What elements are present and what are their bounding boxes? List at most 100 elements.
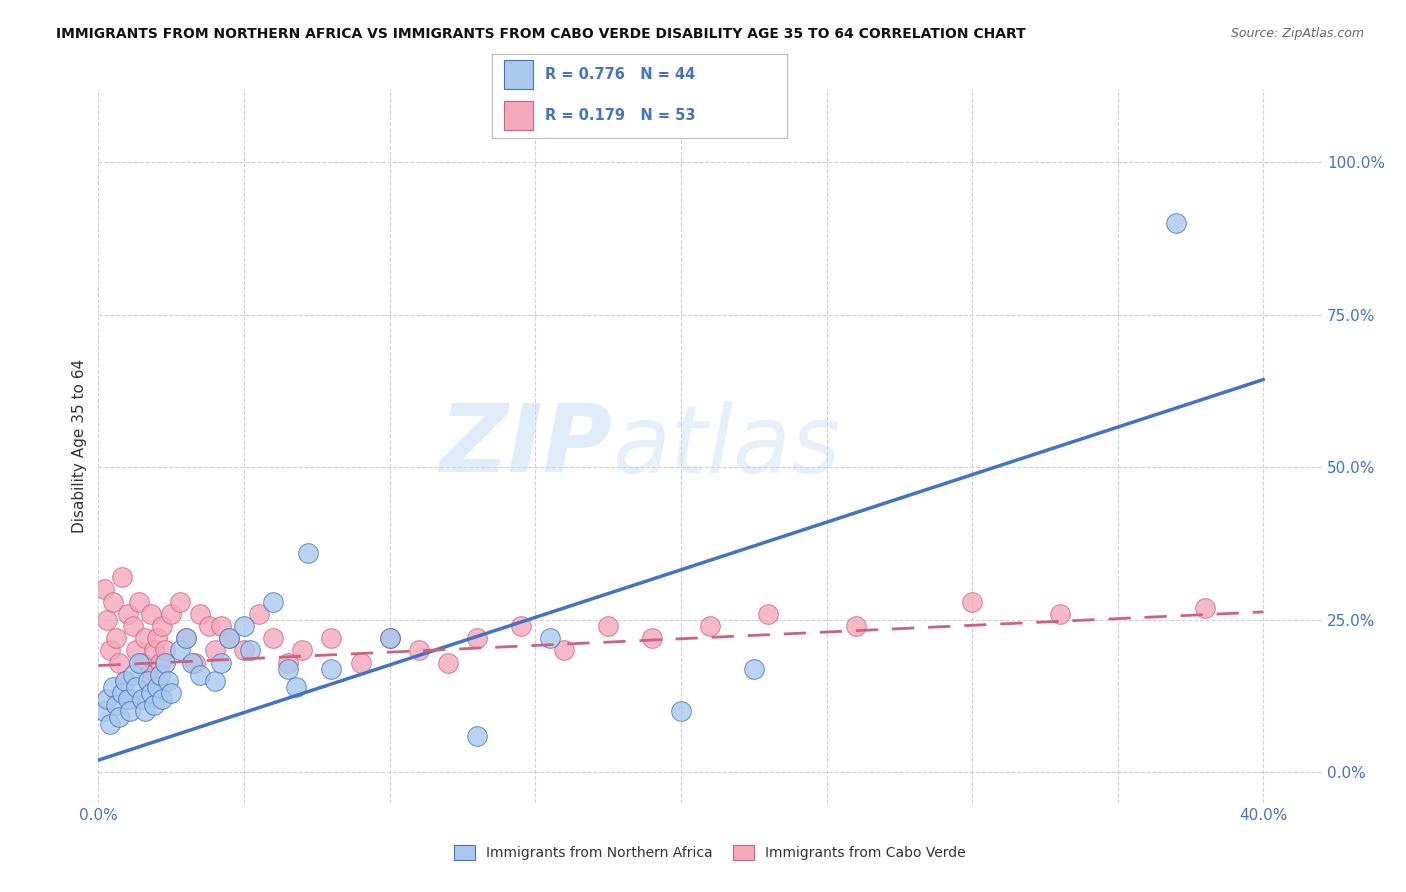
Point <box>204 673 226 688</box>
Point <box>1194 600 1216 615</box>
Point <box>93 704 115 718</box>
Point <box>209 656 232 670</box>
Point <box>136 673 159 688</box>
Point <box>117 607 139 621</box>
Point <box>1164 216 1187 230</box>
Point <box>596 619 619 633</box>
Point <box>742 662 765 676</box>
Point <box>641 631 664 645</box>
Point <box>465 631 488 645</box>
Point <box>139 686 162 700</box>
Point <box>174 631 197 645</box>
Point <box>239 643 262 657</box>
Point <box>218 631 240 645</box>
Point <box>101 594 124 608</box>
Point <box>155 656 177 670</box>
Point <box>699 619 721 633</box>
Text: atlas: atlas <box>612 401 841 491</box>
Point <box>108 710 131 724</box>
Point <box>125 643 148 657</box>
Point <box>378 631 401 645</box>
Point <box>209 619 232 633</box>
Point <box>157 673 180 688</box>
Point <box>134 704 156 718</box>
Point <box>183 656 205 670</box>
Point <box>114 673 136 688</box>
Legend: Immigrants from Northern Africa, Immigrants from Cabo Verde: Immigrants from Northern Africa, Immigra… <box>447 838 973 867</box>
Point <box>321 662 343 676</box>
Point <box>125 680 148 694</box>
Point <box>96 692 118 706</box>
Point <box>291 643 314 657</box>
Point <box>218 631 240 645</box>
Point <box>155 643 177 657</box>
Point <box>188 667 212 681</box>
Point <box>108 656 131 670</box>
Point <box>142 643 165 657</box>
Point <box>142 698 165 713</box>
Point <box>247 607 270 621</box>
FancyBboxPatch shape <box>503 61 533 89</box>
Point <box>120 692 142 706</box>
Point <box>553 643 575 657</box>
Point <box>169 594 191 608</box>
Point <box>160 607 183 621</box>
Point <box>93 582 115 597</box>
Point <box>122 619 145 633</box>
Point <box>122 667 145 681</box>
Point <box>188 607 212 621</box>
Point <box>756 607 779 621</box>
Point <box>408 643 430 657</box>
Point <box>120 704 142 718</box>
Point <box>149 656 172 670</box>
Point <box>169 643 191 657</box>
Point <box>117 692 139 706</box>
Point <box>111 686 134 700</box>
Point <box>131 656 153 670</box>
Point <box>136 667 159 681</box>
Point <box>101 680 124 694</box>
Point <box>128 656 150 670</box>
Point <box>465 729 488 743</box>
Point <box>145 631 167 645</box>
Point <box>262 594 284 608</box>
Point <box>321 631 343 645</box>
FancyBboxPatch shape <box>503 101 533 130</box>
Point <box>285 680 308 694</box>
Point <box>669 704 692 718</box>
Point <box>131 692 153 706</box>
Text: Source: ZipAtlas.com: Source: ZipAtlas.com <box>1230 27 1364 40</box>
Point <box>378 631 401 645</box>
Point <box>960 594 983 608</box>
Point <box>111 570 134 584</box>
Point <box>98 643 121 657</box>
Point <box>297 546 319 560</box>
Point <box>145 680 167 694</box>
Point <box>114 673 136 688</box>
Point <box>349 656 371 670</box>
Point <box>233 643 256 657</box>
Text: R = 0.776   N = 44: R = 0.776 N = 44 <box>546 67 696 82</box>
Text: IMMIGRANTS FROM NORTHERN AFRICA VS IMMIGRANTS FROM CABO VERDE DISABILITY AGE 35 : IMMIGRANTS FROM NORTHERN AFRICA VS IMMIG… <box>56 27 1026 41</box>
Text: ZIP: ZIP <box>439 400 612 492</box>
Point <box>204 643 226 657</box>
Point <box>538 631 561 645</box>
Point <box>437 656 460 670</box>
Point <box>160 686 183 700</box>
Point <box>96 613 118 627</box>
Point <box>277 656 299 670</box>
Point <box>139 607 162 621</box>
Point <box>104 698 127 713</box>
Point <box>149 667 172 681</box>
Point <box>262 631 284 645</box>
Point <box>1049 607 1071 621</box>
Point <box>180 656 202 670</box>
Point <box>134 631 156 645</box>
Point <box>509 619 531 633</box>
Point <box>128 594 150 608</box>
Point <box>233 619 256 633</box>
Point <box>98 716 121 731</box>
Point <box>152 619 174 633</box>
Point <box>104 631 127 645</box>
Point <box>174 631 197 645</box>
